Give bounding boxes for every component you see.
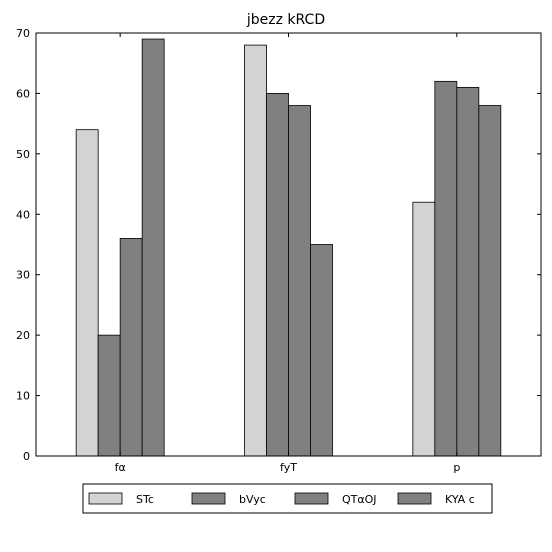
y-tick-label: 20 bbox=[16, 329, 30, 342]
bar-bVyc-0 bbox=[97, 334, 121, 457]
bar-KYA-c-1 bbox=[310, 244, 333, 457]
x-tick-label: fyT bbox=[280, 461, 297, 474]
bar-STc-0 bbox=[75, 129, 99, 457]
y-tick-label: 30 bbox=[16, 269, 30, 282]
bar-KYA-c-0 bbox=[141, 38, 165, 457]
x-tick-label: p bbox=[453, 461, 460, 474]
y-tick-label: 70 bbox=[16, 27, 30, 40]
legend-label: STc bbox=[136, 493, 154, 506]
y-tick-label: 60 bbox=[16, 87, 30, 100]
bar-QTαOJ-1 bbox=[288, 105, 311, 457]
legend-swatch bbox=[191, 492, 226, 505]
y-axis: 0 10 20 30 40 50 60 70 bbox=[16, 27, 541, 463]
legend-swatch bbox=[88, 492, 123, 505]
legend-label: bVyc bbox=[239, 493, 266, 506]
y-tick-label: 40 bbox=[16, 208, 30, 221]
bar-bVyc-2 bbox=[434, 80, 458, 457]
bars-layer bbox=[75, 38, 502, 457]
chart-title: jbezz kRCD bbox=[246, 12, 325, 28]
legend-swatch bbox=[397, 492, 432, 505]
bar-STc-1 bbox=[244, 44, 267, 457]
legend: STc bVyc QTαOJ KYA c bbox=[82, 483, 493, 514]
bar-STc-2 bbox=[412, 201, 436, 457]
y-tick-label: 0 bbox=[23, 450, 30, 463]
bar-KYA-c-2 bbox=[478, 105, 502, 457]
legend-swatch bbox=[294, 492, 329, 505]
legend-label: KYA c bbox=[445, 493, 475, 506]
x-tick-label: fα bbox=[115, 461, 126, 474]
legend-label: QTαOJ bbox=[342, 493, 377, 506]
y-tick-label: 50 bbox=[16, 148, 30, 161]
bar-QTαOJ-0 bbox=[119, 238, 143, 457]
bar-bVyc-1 bbox=[266, 93, 289, 457]
x-axis: fα fyT p bbox=[115, 33, 460, 474]
y-tick-label: 10 bbox=[16, 390, 30, 403]
bar-QTαOJ-2 bbox=[456, 86, 480, 457]
